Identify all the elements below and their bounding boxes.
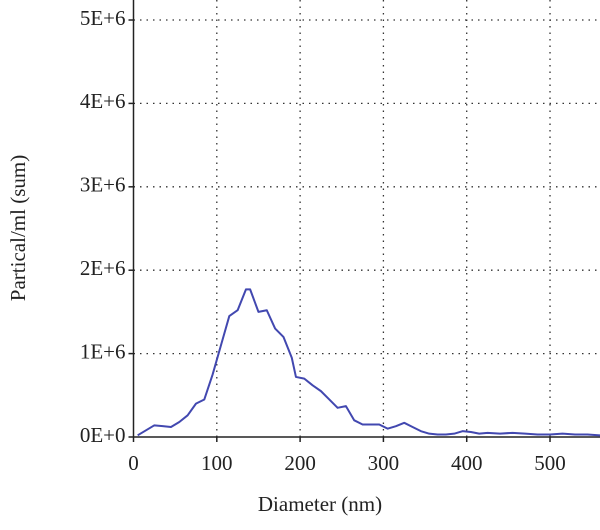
x-tick-label: 300 [368,451,400,475]
x-tick-label: 100 [201,451,233,475]
y-tick-label: 2E+6 [80,256,126,280]
y-tick-label: 4E+6 [80,89,126,113]
y-tick-label: 1E+6 [80,339,126,363]
x-tick-label: 400 [451,451,483,475]
y-tick-label: 5E+6 [80,6,126,30]
y-tick-label: 0E+0 [80,423,126,447]
x-tick-label: 0 [128,451,139,475]
data-line [137,288,600,437]
x-axis-label: Diameter (nm) [258,492,382,516]
y-axis-label: Partical/ml (sum) [6,155,30,301]
y-tick-label: 3E+6 [80,173,126,197]
x-tick-label: 200 [284,451,316,475]
x-tick-label: 500 [534,451,566,475]
